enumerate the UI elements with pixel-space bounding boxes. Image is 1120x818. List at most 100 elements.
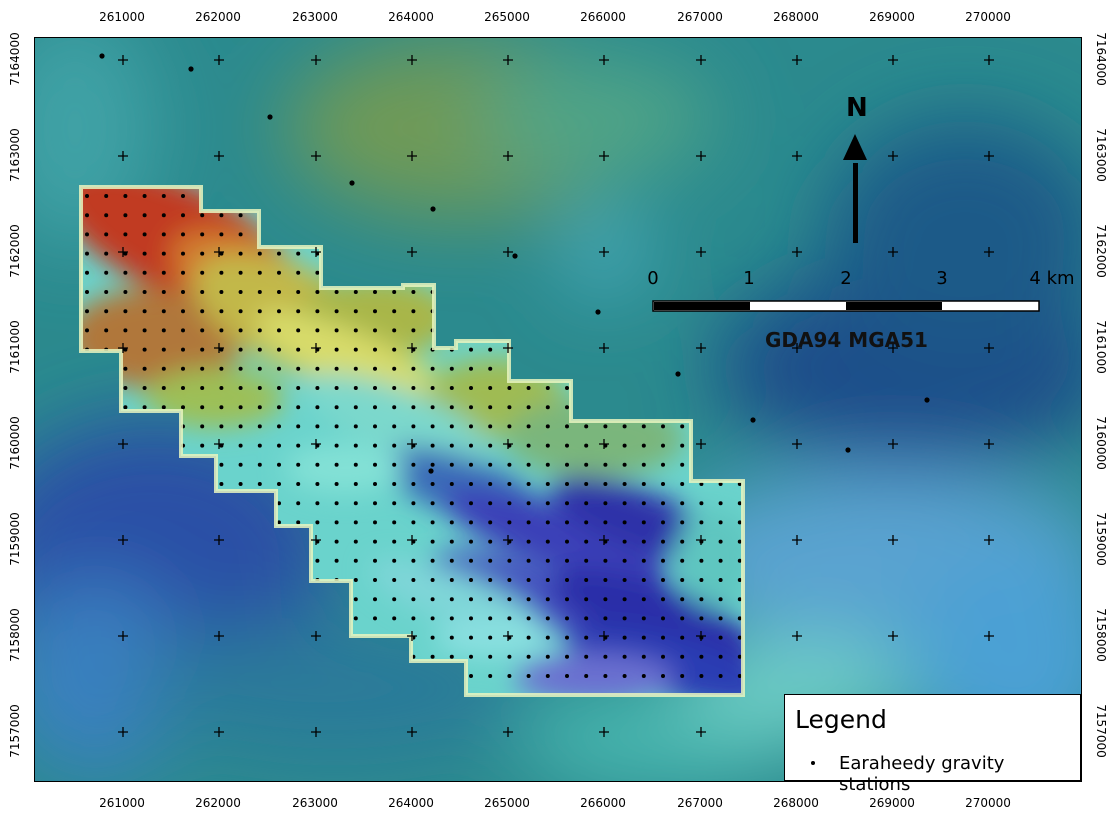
gravity-station	[699, 578, 704, 582]
gravity-station	[392, 347, 397, 352]
gravity-station	[507, 578, 512, 582]
gravity-station	[603, 597, 608, 602]
gravity-station	[411, 462, 416, 467]
gravity-station	[565, 539, 569, 544]
gravity-station	[392, 558, 397, 563]
gravity-station	[181, 309, 185, 314]
grid-cross	[311, 247, 321, 257]
gravity-station	[430, 405, 435, 410]
gravity-station	[641, 520, 646, 525]
gravity-station	[296, 443, 301, 448]
gravity-station	[85, 270, 89, 275]
gravity-station	[584, 558, 589, 563]
grid-cross	[599, 55, 609, 65]
gravity-station	[718, 616, 723, 621]
gravity-station	[411, 597, 416, 602]
x-tick-label-bottom: 261000	[99, 796, 145, 810]
gravity-station	[267, 114, 273, 120]
gravity-station	[641, 616, 646, 621]
gravity-station	[545, 462, 550, 467]
grid-cross	[407, 439, 417, 449]
gravity-station	[296, 386, 301, 390]
gravity-station	[277, 405, 281, 410]
gravity-station	[315, 520, 320, 525]
gravity-station	[411, 424, 416, 429]
grid-cross	[696, 727, 706, 737]
x-tick-label-top: 265000	[484, 10, 530, 24]
gravity-station	[142, 347, 147, 352]
gravity-station	[565, 578, 569, 582]
gravity-station	[123, 405, 128, 410]
grid-cross	[311, 727, 321, 737]
grid-cross	[888, 439, 898, 449]
gravity-station	[449, 462, 454, 467]
gravity-station	[257, 424, 262, 429]
gravity-station	[661, 616, 665, 621]
gravity-station	[430, 597, 435, 602]
gravity-station	[219, 213, 224, 218]
gravity-station	[334, 290, 339, 294]
gravity-station	[334, 558, 339, 563]
gravity-station	[296, 501, 301, 506]
x-tick-label-bottom: 270000	[965, 796, 1011, 810]
gravity-station	[277, 347, 281, 352]
gravity-station	[430, 424, 435, 429]
gravity-station	[181, 213, 185, 218]
gravity-station	[257, 366, 262, 371]
gravity-station	[219, 482, 224, 486]
grid-cross	[118, 247, 128, 257]
gravity-station	[373, 539, 377, 544]
gravity-station	[219, 270, 224, 275]
gravity-station	[353, 366, 358, 371]
gravity-station	[488, 654, 493, 659]
gravity-station	[526, 424, 531, 429]
gravity-station	[200, 347, 205, 352]
grid-cross	[311, 439, 321, 449]
gravity-station	[373, 462, 377, 467]
gravity-station	[507, 386, 512, 390]
grid-cross	[503, 343, 513, 353]
gravity-station	[737, 597, 742, 602]
gravity-station	[334, 405, 339, 410]
gravity-station	[315, 558, 320, 563]
gravity-station	[200, 290, 205, 294]
gravity-station	[603, 674, 608, 678]
gravity-station	[142, 232, 147, 237]
gravity-station	[584, 674, 589, 678]
gravity-station	[449, 616, 454, 621]
gravity-station	[188, 66, 194, 72]
gravity-station	[411, 578, 416, 582]
gravity-station	[373, 501, 377, 506]
gravity-station	[430, 578, 435, 582]
gravity-station	[680, 482, 685, 486]
gravity-station	[737, 635, 742, 640]
scale-bar	[652, 300, 1040, 312]
gravity-station	[449, 443, 454, 448]
gravity-station	[488, 366, 493, 371]
x-tick-label-top: 263000	[292, 10, 338, 24]
x-tick-label-bottom: 268000	[773, 796, 819, 810]
gravity-station	[430, 206, 436, 212]
grid-cross	[118, 343, 128, 353]
gravity-station	[661, 578, 665, 582]
gravity-station	[750, 417, 756, 423]
gravity-station	[595, 309, 601, 315]
gravity-station	[545, 386, 550, 390]
gravity-station	[469, 635, 473, 640]
gravity-station	[392, 328, 397, 333]
grid-cross	[599, 151, 609, 161]
gravity-station	[469, 674, 473, 678]
gravity-station	[469, 443, 473, 448]
grid-cross	[311, 343, 321, 353]
grid-cross	[696, 439, 706, 449]
gravity-station	[488, 386, 493, 390]
gravity-station	[430, 482, 435, 486]
gravity-station	[661, 482, 665, 486]
gravity-station	[584, 482, 589, 486]
gravity-station	[161, 270, 166, 275]
gravity-station	[545, 674, 550, 678]
gravity-station	[526, 386, 531, 390]
gravity-station	[449, 635, 454, 640]
gravity-station	[449, 578, 454, 582]
gravity-station	[315, 270, 320, 275]
